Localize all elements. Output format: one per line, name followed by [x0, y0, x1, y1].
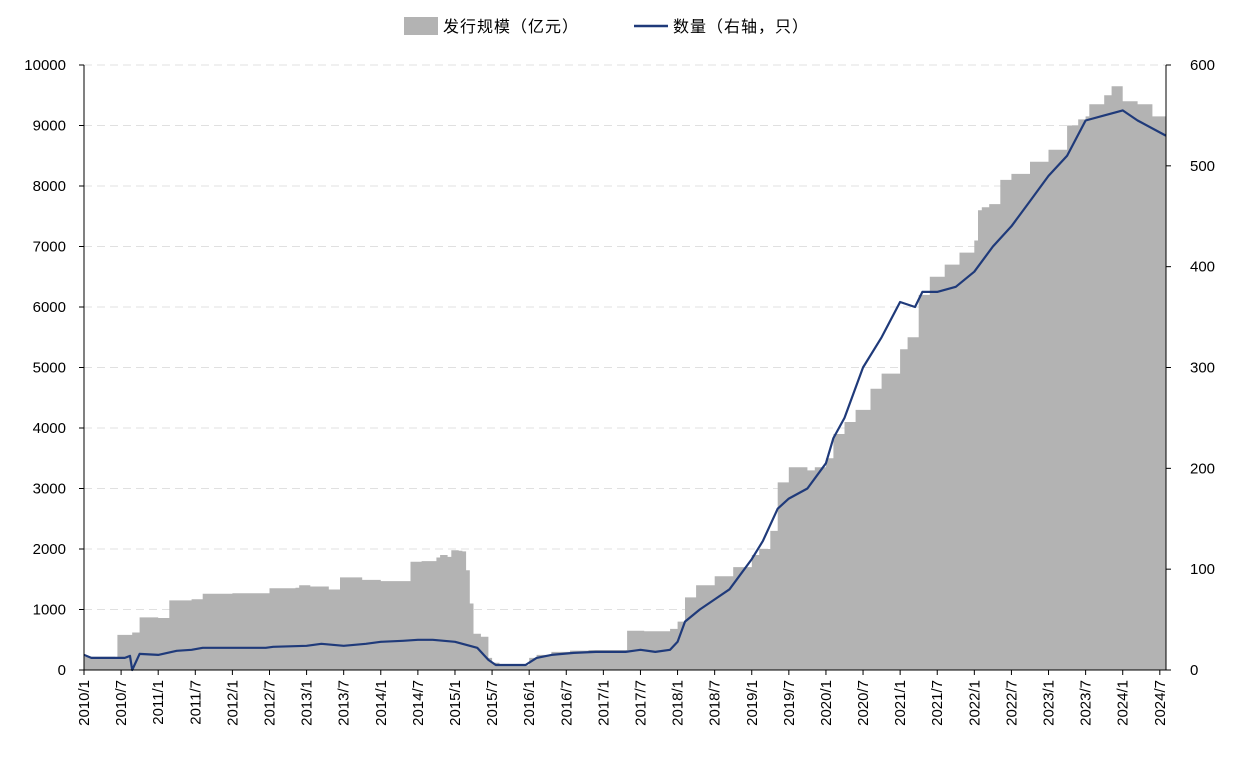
y-right-tick-labels: 0 100 200 300 400 500 600 — [1190, 57, 1215, 679]
x-tick-label: 2013/7 — [336, 680, 353, 726]
y-left-tick-label: 7000 — [33, 239, 66, 256]
area-layer — [84, 86, 1166, 670]
x-tick-label: 2023/7 — [1078, 680, 1095, 726]
x-tick-label: 2023/1 — [1041, 680, 1058, 726]
line-layer — [83, 109, 1167, 672]
x-tick-label: 2018/1 — [670, 680, 687, 726]
x-tick-label: 2018/7 — [707, 680, 724, 726]
x-tick-label: 2013/1 — [299, 680, 316, 726]
x-tick-label: 2024/1 — [1115, 680, 1132, 726]
x-tick-label: 2019/7 — [781, 680, 798, 726]
y-left-tick-labels: 0 1000 2000 3000 4000 5000 6000 7000 8000 9000 100… — [24, 57, 66, 679]
x-tick-label: 2019/1 — [744, 680, 761, 726]
y-right-tick-label: 100 — [1190, 561, 1215, 578]
legend: 发行规模（亿元） 数量（右轴，只） — [404, 17, 809, 36]
y-right-tick-label: 400 — [1190, 259, 1215, 276]
y-left-tick-label: 1000 — [33, 602, 66, 619]
x-tick-label: 2012/7 — [262, 680, 279, 726]
legend-swatch-area — [404, 17, 438, 35]
x-tick-label: 2016/7 — [558, 680, 575, 726]
y-left-tick-label: 2000 — [33, 541, 66, 558]
x-tick-label: 2017/1 — [595, 680, 612, 726]
x-tick-label: 2015/7 — [484, 680, 501, 726]
y-right-tick-label: 300 — [1190, 360, 1215, 377]
x-tick-label: 2020/7 — [855, 680, 872, 726]
x-tick-label: 2017/7 — [633, 680, 650, 726]
x-tick-label: 2022/1 — [966, 680, 983, 726]
legend-label-count: 数量（右轴，只） — [673, 17, 809, 36]
y-right-tick-label: 600 — [1190, 57, 1215, 74]
series-area-issuance — [84, 86, 1166, 670]
y-right-tick-label: 500 — [1190, 158, 1215, 175]
x-tick-label: 2021/1 — [892, 680, 909, 726]
series-line-count — [83, 109, 1167, 672]
x-tick-label: 2021/7 — [929, 680, 946, 726]
x-tick-label: 2014/1 — [373, 680, 390, 726]
x-tick-label: 2010/1 — [76, 680, 93, 726]
x-tick-labels: 2010/1 2010/7 2011/1 2011/7 2012/1 2012/7 2013… — [76, 680, 1169, 726]
y-left-tick-label: 0 — [58, 662, 66, 679]
y-right-tick-label: 0 — [1190, 662, 1198, 679]
x-tick-label: 2012/1 — [224, 680, 241, 726]
y-right-tick-label: 200 — [1190, 460, 1215, 477]
x-tick-label: 2011/7 — [187, 680, 204, 725]
x-tick-label: 2011/1 — [150, 680, 167, 725]
x-tick-label: 2016/1 — [521, 680, 538, 726]
legend-label-issuance: 发行规模（亿元） — [443, 17, 579, 36]
y-left-tick-label: 3000 — [33, 481, 66, 498]
x-tick-label: 2024/7 — [1152, 680, 1169, 726]
y-left-tick-label: 5000 — [33, 360, 66, 377]
y-left-tick-label: 4000 — [33, 420, 66, 437]
x-tick-label: 2015/1 — [447, 680, 464, 726]
x-tick-label: 2020/1 — [818, 680, 835, 726]
x-tick-label: 2010/7 — [113, 680, 130, 726]
x-tick-label: 2014/7 — [410, 680, 427, 726]
y-left-tick-label: 6000 — [33, 299, 66, 316]
y-left-tick-label: 9000 — [33, 118, 66, 135]
y-left-tick-label: 8000 — [33, 178, 66, 195]
y-left-tick-label: 10000 — [24, 57, 66, 74]
x-tick-label: 2022/7 — [1003, 680, 1020, 726]
axes — [79, 64, 1171, 675]
